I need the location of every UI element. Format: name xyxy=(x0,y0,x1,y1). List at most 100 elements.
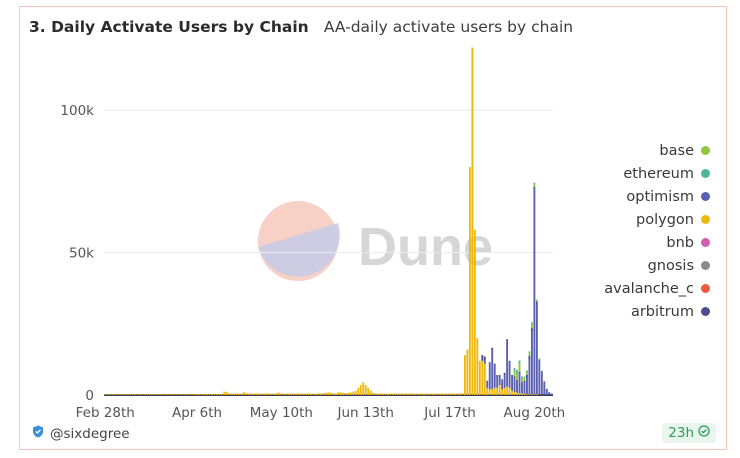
bar-polygon xyxy=(208,393,211,395)
legend-label-avalanche_c: avalanche_c xyxy=(604,280,694,297)
legend-dot-bnb xyxy=(701,238,710,247)
bar-polygon xyxy=(421,393,424,395)
bar-arbitrum xyxy=(503,372,506,376)
bar-optimism xyxy=(548,392,551,395)
bar-polygon xyxy=(243,392,246,395)
bar-polygon xyxy=(282,393,285,395)
bar-polygon xyxy=(213,393,216,395)
bar-arbitrum xyxy=(508,360,511,363)
bar-polygon xyxy=(320,393,322,395)
bar-polygon xyxy=(335,393,337,395)
bar-polygon xyxy=(225,392,228,395)
bar-polygon xyxy=(111,394,114,395)
bar-polygon xyxy=(228,393,231,395)
legend-item-ethereum[interactable]: ethereum xyxy=(580,162,710,185)
bar-polygon xyxy=(528,394,531,395)
legend-label-base: base xyxy=(659,142,694,159)
bar-optimism xyxy=(545,389,548,395)
bar-polygon xyxy=(463,355,466,395)
bar-optimism xyxy=(508,362,511,388)
bar-polygon xyxy=(153,394,156,395)
bar-polygon xyxy=(290,393,293,395)
bar-polygon xyxy=(394,393,397,395)
bar-polygon xyxy=(240,393,243,395)
bar-polygon xyxy=(292,393,295,395)
bar-polygon xyxy=(109,394,112,395)
bar-arbitrum xyxy=(506,339,509,341)
bar-polygon xyxy=(235,393,238,395)
bar-arbitrum xyxy=(513,376,516,378)
y-tick-label: 50k xyxy=(69,246,94,262)
author-link[interactable]: @sixdegree xyxy=(32,425,130,442)
bar-optimism xyxy=(506,340,509,387)
x-tick-label: Jun 13th xyxy=(336,405,393,421)
y-tick-label: 0 xyxy=(85,388,94,404)
bar-base xyxy=(535,300,538,302)
bar-polygon xyxy=(352,391,355,395)
bar-polygon xyxy=(158,394,161,395)
bar-optimism xyxy=(498,376,501,386)
bar-polygon xyxy=(136,394,139,395)
legend-label-optimism: optimism xyxy=(626,188,694,205)
bar-polygon xyxy=(260,393,263,395)
bar-optimism xyxy=(521,383,523,394)
bar-optimism xyxy=(486,382,489,388)
legend-item-gnosis[interactable]: gnosis xyxy=(580,254,710,277)
legend-item-arbitrum[interactable]: arbitrum xyxy=(580,300,710,323)
bar-ethereum xyxy=(530,322,533,324)
bar-optimism xyxy=(523,382,526,394)
bar-polygon xyxy=(193,394,196,395)
bar-polygon xyxy=(471,47,474,395)
bar-polygon xyxy=(183,394,186,395)
bar-polygon xyxy=(431,393,434,395)
bar-polygon xyxy=(483,363,486,395)
bar-polygon xyxy=(104,394,107,395)
bar-polygon xyxy=(265,393,268,395)
legend-dot-polygon xyxy=(701,215,710,224)
x-tick-label: Jul 17th xyxy=(423,405,476,421)
legend-item-optimism[interactable]: optimism xyxy=(580,185,710,208)
bar-polygon xyxy=(317,393,320,395)
bar-polygon xyxy=(161,394,164,395)
bar-arbitrum xyxy=(540,371,543,373)
bar-polygon xyxy=(379,393,382,395)
bar-polygon xyxy=(181,394,184,395)
legend-item-base[interactable]: base xyxy=(580,139,710,162)
bar-polygon xyxy=(344,393,347,395)
bar-arbitrum xyxy=(518,371,521,374)
bar-polygon xyxy=(220,393,223,395)
bar-polygon xyxy=(255,393,258,395)
bar-polygon xyxy=(372,392,375,395)
legend-item-polygon[interactable]: polygon xyxy=(580,208,710,231)
bar-optimism xyxy=(516,381,518,393)
watermark-logo-bottom xyxy=(258,223,340,277)
author-name: @sixdegree xyxy=(50,425,130,442)
bar-arbitrum xyxy=(493,363,496,366)
legend-item-bnb[interactable]: bnb xyxy=(580,231,710,254)
bar-polygon xyxy=(449,393,451,395)
bar-polygon xyxy=(285,393,288,395)
bar-base xyxy=(523,377,526,381)
bar-polygon xyxy=(230,393,233,395)
bar-polygon xyxy=(295,393,298,395)
refresh-badge[interactable]: 23h xyxy=(662,423,716,443)
bar-base xyxy=(518,363,521,372)
bar-polygon xyxy=(322,393,325,395)
bar-polygon xyxy=(297,393,300,395)
bar-polygon xyxy=(233,393,236,395)
bar-arbitrum xyxy=(483,356,486,361)
bar-polygon xyxy=(307,393,310,395)
bar-polygon xyxy=(143,394,146,395)
bar-polygon xyxy=(171,394,174,395)
legend-label-ethereum: ethereum xyxy=(623,165,694,182)
bar-optimism xyxy=(503,375,506,388)
bar-polygon xyxy=(131,394,134,395)
bar-polygon xyxy=(198,393,201,395)
bar-polygon xyxy=(404,393,407,395)
bar-base xyxy=(530,323,533,329)
bar-polygon xyxy=(392,393,394,395)
bar-polygon xyxy=(270,393,273,395)
legend-item-avalanche_c[interactable]: avalanche_c xyxy=(580,277,710,300)
bar-optimism xyxy=(511,376,514,391)
bar-optimism xyxy=(513,377,516,393)
